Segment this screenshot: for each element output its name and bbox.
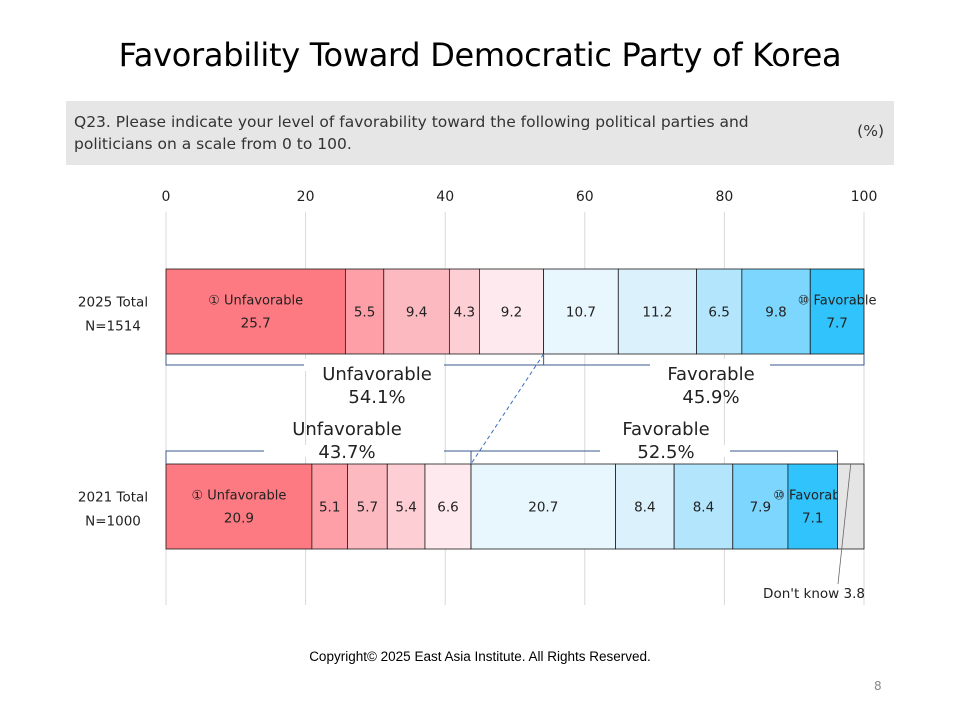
bracket-gap [264, 445, 444, 457]
bar-segment [386, 463, 426, 550]
data-label: 7.1 [802, 511, 823, 527]
bar-segment [165, 268, 346, 355]
x-tick-label: 40 [436, 189, 454, 205]
segment-name-label: ⑩ Favorable [773, 489, 852, 504]
summary-label: Favorable [622, 419, 709, 440]
data-label: 8.4 [693, 500, 714, 516]
unit-label: (%) [857, 122, 884, 140]
bar-segment [311, 463, 348, 550]
summary-label: Unfavorable [322, 364, 432, 385]
data-label: 6.5 [708, 305, 729, 321]
bar-segment [165, 463, 313, 550]
bar-segment [617, 268, 697, 355]
bar-segment [732, 463, 789, 550]
bar-segment [741, 268, 811, 355]
bar-segment [809, 268, 865, 355]
segment-name-label: ① Unfavorable [191, 489, 286, 504]
bar-segment [787, 463, 838, 550]
bar-segment [344, 268, 385, 355]
annotation-leader-line [837, 463, 852, 585]
data-label: 7.7 [826, 316, 847, 332]
data-label: 5.1 [319, 500, 340, 516]
data-label: 10.7 [566, 305, 596, 321]
bar-segment [448, 268, 480, 355]
data-label: 20.7 [528, 500, 558, 516]
question-box: Q23. Please indicate your level of favor… [66, 101, 894, 165]
category-label: 2025 Total [78, 295, 148, 311]
summary-value: 43.7% [318, 442, 375, 463]
bar-segment [673, 463, 734, 550]
connector-line [470, 353, 545, 465]
data-label: 6.6 [437, 500, 458, 516]
bracket-gap [304, 359, 444, 371]
data-label: 25.7 [241, 316, 271, 332]
data-label: 9.2 [501, 305, 522, 321]
category-sublabel: N=1514 [85, 319, 141, 335]
segment-name-label: ① Unfavorable [208, 294, 303, 309]
bar-segment [837, 463, 865, 550]
data-label: 4.3 [454, 305, 475, 321]
data-label: 5.7 [357, 500, 378, 516]
page-title: Favorability Toward Democratic Party of … [118, 36, 842, 74]
data-label: 8.4 [634, 500, 655, 516]
bar-segment [470, 463, 616, 550]
x-tick-label: 80 [715, 189, 733, 205]
x-tick-label: 20 [297, 189, 315, 205]
data-label: 9.8 [765, 305, 786, 321]
x-tick-label: 0 [162, 189, 171, 205]
summary-value: 52.5% [637, 442, 694, 463]
data-label: 5.4 [395, 500, 416, 516]
data-label: 7.9 [750, 500, 771, 516]
summary-value: 54.1% [348, 387, 405, 408]
data-label: 20.9 [224, 511, 254, 527]
bar-segment [347, 463, 388, 550]
x-tick-label: 60 [576, 189, 594, 205]
copyright-footer: Copyright© 2025 East Asia Institute. All… [309, 649, 651, 664]
x-tick-label: 100 [851, 189, 878, 205]
bracket-gap [650, 359, 770, 371]
favorable-bracket-2021 [471, 450, 838, 464]
segment-name-label: ⑩ Favorable [798, 294, 877, 309]
summary-label: Favorable [667, 364, 754, 385]
data-label: 11.2 [642, 305, 672, 321]
bar-segment [383, 268, 450, 355]
data-label: 9.4 [406, 305, 427, 321]
category-label: 2021 Total [78, 490, 148, 506]
bracket-gap [600, 445, 730, 457]
stacked-bar-chart: 0 20 40 60 80 100 2025 Total N=1514 ① Unfavorabl… [78, 189, 878, 605]
page-number: 8 [874, 679, 882, 693]
category-sublabel: N=1000 [85, 514, 141, 530]
summary-value: 45.9% [682, 387, 739, 408]
dont-know-annotation: Don't know 3.8 [763, 586, 865, 602]
bar-segment [696, 268, 743, 355]
data-label: 5.5 [354, 305, 375, 321]
summary-label: Unfavorable [292, 419, 402, 440]
question-text: Q23. Please indicate your level of favor… [74, 113, 749, 153]
